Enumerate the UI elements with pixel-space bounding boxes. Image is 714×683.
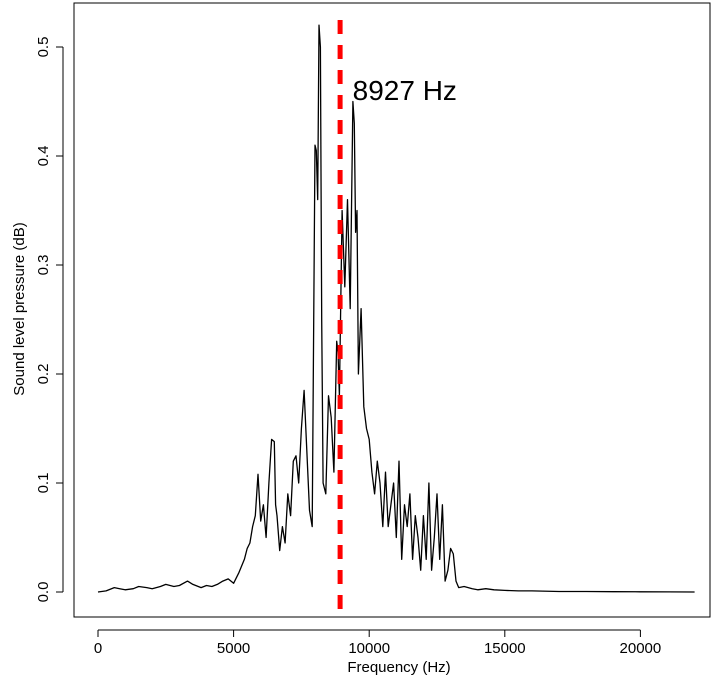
plot-frame <box>73 2 711 618</box>
x-tick-label: 5000 <box>217 640 250 657</box>
x-axis-label: Frequency (Hz) <box>347 659 450 676</box>
y-axis-label: Sound level pressure (dB) <box>11 222 28 395</box>
y-tick-label: 0.5 <box>35 37 52 58</box>
y-tick-label: 0.2 <box>35 364 52 385</box>
x-tick-label: 15000 <box>484 640 526 657</box>
x-tick-label: 0 <box>94 640 102 657</box>
x-axis: 0 5000 10000 15000 20000 <box>94 629 662 657</box>
y-tick-label: 0.1 <box>35 473 52 494</box>
y-tick-label: 0.3 <box>35 255 52 276</box>
x-tick-label: 10000 <box>348 640 390 657</box>
peak-frequency-label: 8927 Hz <box>353 75 457 106</box>
y-axis: 0.0 0.1 0.2 0.3 0.4 0.5 <box>35 37 64 603</box>
spectrum-line <box>97 24 695 593</box>
y-tick-label: 0.0 <box>35 582 52 603</box>
y-tick-label: 0.4 <box>35 146 52 167</box>
x-tick-label: 20000 <box>620 640 662 657</box>
